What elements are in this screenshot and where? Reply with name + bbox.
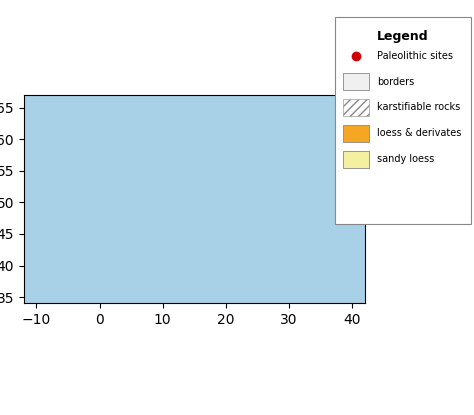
Bar — [343, 99, 369, 116]
FancyBboxPatch shape — [335, 17, 471, 224]
Text: Paleolithic sites: Paleolithic sites — [377, 51, 453, 61]
Bar — [343, 73, 369, 90]
Text: borders: borders — [377, 76, 415, 86]
Text: loess & derivates: loess & derivates — [377, 128, 462, 138]
Text: Legend: Legend — [377, 30, 428, 43]
Bar — [343, 124, 369, 142]
Text: sandy loess: sandy loess — [377, 154, 435, 164]
Text: karstifiable rocks: karstifiable rocks — [377, 103, 461, 112]
Bar — [343, 151, 369, 168]
